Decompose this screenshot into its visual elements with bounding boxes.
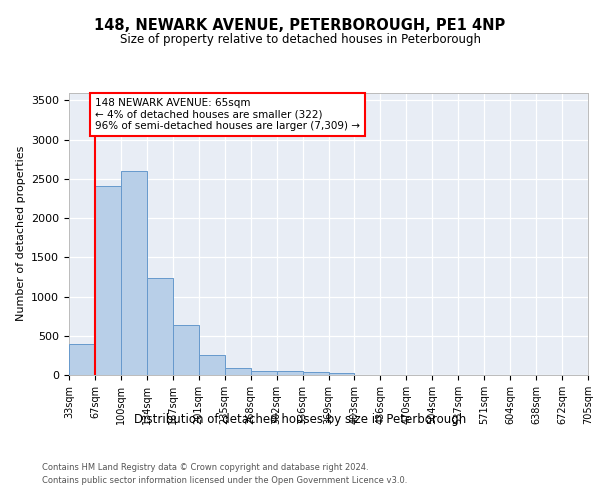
Bar — [147, 278, 173, 375]
Bar — [95, 186, 121, 375]
Bar — [277, 370, 302, 375]
Bar — [173, 325, 199, 375]
Bar — [302, 372, 329, 375]
Bar — [121, 171, 147, 375]
Text: Contains public sector information licensed under the Open Government Licence v3: Contains public sector information licen… — [42, 476, 407, 485]
Y-axis label: Number of detached properties: Number of detached properties — [16, 146, 26, 322]
Text: Contains HM Land Registry data © Crown copyright and database right 2024.: Contains HM Land Registry data © Crown c… — [42, 462, 368, 471]
Bar — [69, 344, 95, 375]
Text: Size of property relative to detached houses in Peterborough: Size of property relative to detached ho… — [119, 32, 481, 46]
Text: Distribution of detached houses by size in Peterborough: Distribution of detached houses by size … — [134, 412, 466, 426]
Bar — [199, 355, 224, 375]
Text: 148 NEWARK AVENUE: 65sqm
← 4% of detached houses are smaller (322)
96% of semi-d: 148 NEWARK AVENUE: 65sqm ← 4% of detache… — [95, 98, 360, 131]
Bar — [251, 370, 277, 375]
Bar — [225, 368, 251, 375]
Text: 148, NEWARK AVENUE, PETERBOROUGH, PE1 4NP: 148, NEWARK AVENUE, PETERBOROUGH, PE1 4N… — [94, 18, 506, 32]
Bar — [329, 372, 355, 375]
